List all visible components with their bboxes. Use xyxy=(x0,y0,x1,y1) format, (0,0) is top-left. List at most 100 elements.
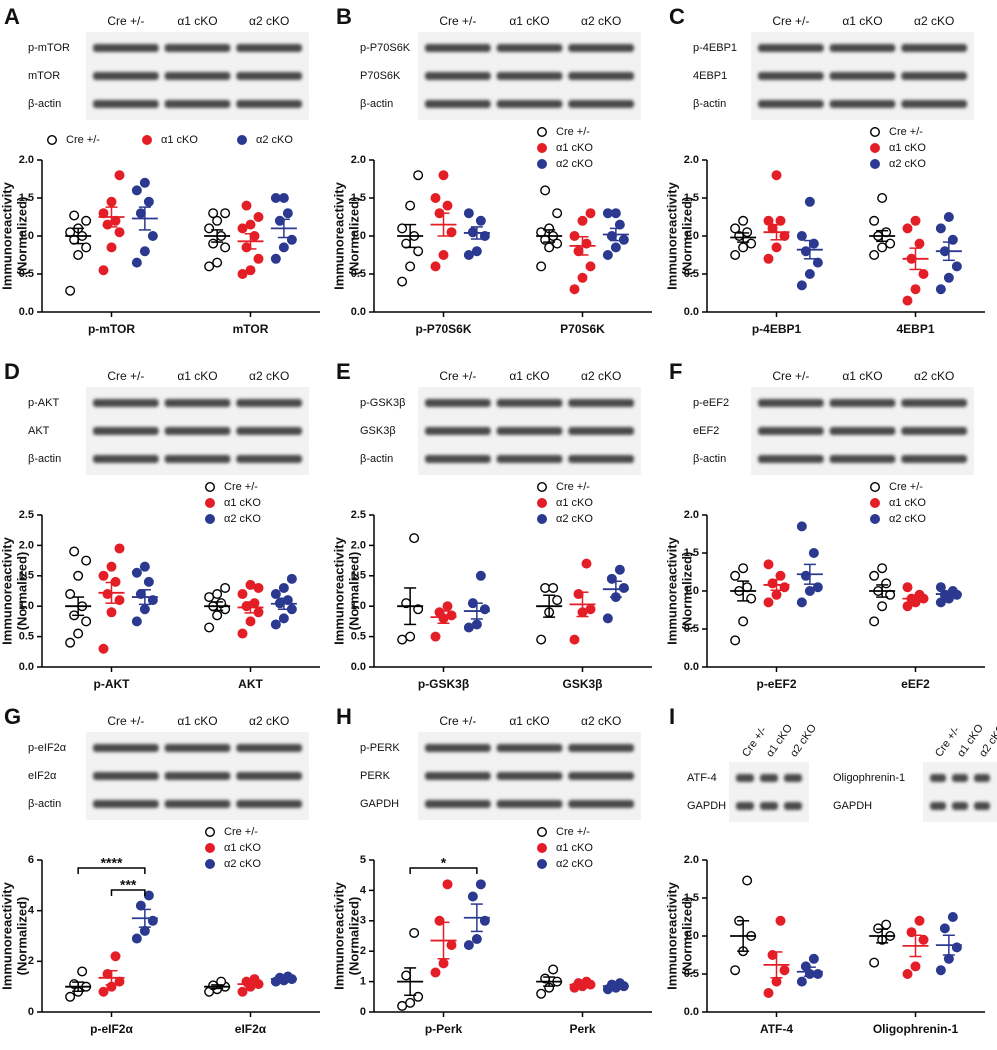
legend-label: α2 cKO xyxy=(556,158,593,170)
data-point xyxy=(430,192,441,203)
legend-label: α1 cKO xyxy=(889,497,926,509)
y-tick-label: 0.5 xyxy=(684,268,699,280)
data-point xyxy=(935,965,946,976)
data-point xyxy=(65,637,76,648)
blot-band xyxy=(93,772,159,780)
data-point xyxy=(442,200,453,211)
y-tick-label: 1.0 xyxy=(684,230,699,242)
blot-band xyxy=(784,774,802,782)
data-point xyxy=(869,570,880,581)
error-bar xyxy=(470,903,483,933)
x-tick-label: p-mTOR xyxy=(88,322,135,336)
legend-marker xyxy=(536,481,547,492)
data-point xyxy=(241,200,252,211)
panel: D Cre +/- α1 cKO α2 cKO p-AKT AKT β-actin 0.0 0.… xyxy=(0,359,320,691)
data-point xyxy=(397,223,408,234)
data-point xyxy=(943,272,954,283)
data-point xyxy=(730,570,741,581)
data-point xyxy=(869,215,880,226)
band-label: PERK xyxy=(360,770,391,782)
data-point xyxy=(869,249,880,260)
legend-label: α2 cKO xyxy=(256,134,293,146)
panel-letter: G xyxy=(4,704,21,729)
blot-band xyxy=(829,44,896,52)
legend-label: α2 cKO xyxy=(556,513,593,525)
panel-letter: I xyxy=(669,704,675,729)
blot-band xyxy=(425,100,491,108)
data-point xyxy=(910,284,921,295)
data-point xyxy=(139,246,150,257)
data-point xyxy=(212,215,223,226)
x-tick-label: ATF-4 xyxy=(760,1022,793,1036)
blot-band xyxy=(496,399,563,407)
legend-label: α1 cKO xyxy=(556,142,593,154)
y-tick-label: 1 xyxy=(360,976,366,988)
data-point xyxy=(463,249,474,260)
data-point xyxy=(775,915,786,926)
legend-label: Cre +/- xyxy=(556,126,590,138)
y-axis-label: Immunoreactivity xyxy=(0,881,14,989)
legend-label: Cre +/- xyxy=(224,826,258,838)
lane-label: α1 cKO xyxy=(509,14,549,28)
lane-label: Cre +/- xyxy=(439,714,476,728)
x-tick-label: p-GSK3β xyxy=(418,677,469,691)
data-point xyxy=(738,242,749,253)
data-point xyxy=(131,257,142,268)
error-bar xyxy=(909,247,922,271)
y-tick-label: 1.5 xyxy=(684,892,699,904)
data-point xyxy=(434,915,445,926)
legend-marker xyxy=(869,126,880,137)
legend-label: Cre +/- xyxy=(224,481,258,493)
error-bar xyxy=(737,580,750,602)
data-point xyxy=(618,582,629,593)
x-tick-label: p-AKT xyxy=(94,677,131,691)
blot-band xyxy=(760,802,778,810)
lane-label: α1 cKO xyxy=(509,369,549,383)
legend-label: α1 cKO xyxy=(556,497,593,509)
error-bar xyxy=(942,241,955,262)
data-point xyxy=(569,230,580,241)
band-label: β-actin xyxy=(28,453,61,465)
band-label: eIF2α xyxy=(28,770,57,782)
data-point xyxy=(935,223,946,234)
data-point xyxy=(102,589,113,600)
data-point xyxy=(902,582,913,593)
error-bar xyxy=(942,590,955,598)
y-axis-label: (Normalized) xyxy=(14,197,29,276)
data-point xyxy=(467,891,478,902)
data-point xyxy=(914,238,925,249)
legend-marker xyxy=(47,134,58,145)
data-point xyxy=(413,246,424,257)
blot-band xyxy=(758,399,824,407)
y-tick-label: 0.0 xyxy=(351,306,366,318)
data-point xyxy=(208,238,219,249)
error-bar xyxy=(543,976,556,987)
error-bar xyxy=(543,594,556,618)
error-bar xyxy=(211,984,224,990)
legend-label: α2 cKO xyxy=(556,858,593,870)
data-point xyxy=(540,185,551,196)
data-point xyxy=(804,585,815,596)
blot-band xyxy=(758,100,824,108)
data-point xyxy=(906,927,917,938)
panel-letter: E xyxy=(336,359,351,384)
error-bar xyxy=(404,223,417,249)
data-point xyxy=(742,875,753,886)
blot-band xyxy=(901,399,967,407)
data-point xyxy=(552,208,563,219)
panel-letter: H xyxy=(336,704,352,729)
y-tick-label: 2.0 xyxy=(19,154,34,166)
y-tick-label: 1.0 xyxy=(19,600,34,612)
band-label: β-actin xyxy=(693,453,726,465)
data-point xyxy=(544,242,555,253)
blot-band xyxy=(901,72,967,80)
blot-band xyxy=(568,399,634,407)
error-bar xyxy=(737,920,750,952)
panel: C Cre +/- α1 cKO α2 cKO p-4EBP1 4EBP1 β-actin 0… xyxy=(664,4,985,336)
data-point xyxy=(81,555,92,566)
y-axis-label: (Normalized) xyxy=(346,897,361,976)
data-point xyxy=(536,634,547,645)
data-point xyxy=(779,965,790,976)
data-point xyxy=(573,589,584,600)
y-axis-label: (Normalized) xyxy=(346,197,361,276)
